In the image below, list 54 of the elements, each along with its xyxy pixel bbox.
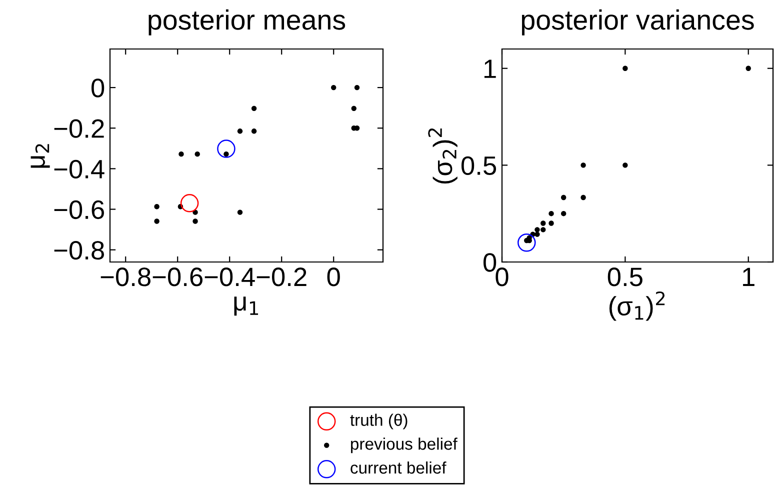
- point: [237, 128, 243, 134]
- point: [331, 84, 336, 90]
- point: [154, 218, 160, 224]
- x-tick-label: −0.6: [152, 268, 202, 286]
- point: [580, 194, 586, 200]
- point: [534, 232, 540, 237]
- point: [548, 210, 554, 216]
- point: [540, 227, 546, 232]
- x-tick-label: −0.4: [204, 268, 255, 286]
- point: [560, 210, 566, 216]
- y-tick-label: −0.4: [54, 160, 104, 179]
- point: [224, 151, 229, 157]
- point: [237, 210, 243, 215]
- chart-title: posterior variances: [522, 9, 754, 36]
- x-tick-label: −0.2: [256, 268, 306, 286]
- y-tick-label: 0.5: [461, 156, 496, 176]
- point: [746, 66, 751, 71]
- x-axis-title: (σ$_{1}$)$^{2}$: [609, 291, 665, 321]
- legend-label: truth (θ): [350, 414, 408, 430]
- y-tick-label: 1: [484, 60, 496, 78]
- point: [354, 84, 360, 90]
- point: [217, 140, 236, 158]
- point: [180, 194, 199, 212]
- y-tick-label: −0.8: [54, 240, 104, 260]
- x-tick-label: 0: [327, 268, 340, 286]
- point: [178, 151, 184, 157]
- y-tick-label: −0.2: [54, 119, 104, 138]
- point: [251, 106, 257, 112]
- y-axis-title: μ$_{2}$: [30, 144, 50, 168]
- point: [154, 204, 160, 210]
- legend-label: previous belief: [351, 438, 458, 454]
- x-tick-label: −0.8: [100, 268, 150, 286]
- point: [548, 220, 554, 226]
- point: [251, 128, 257, 134]
- legend-label: current belief: [350, 461, 446, 474]
- y-tick-label: 0: [91, 78, 104, 98]
- x-tick-label: 1: [743, 268, 754, 286]
- point: [518, 234, 536, 252]
- y-axis-title: (σ$_{2}$)$^{2}$: [428, 128, 458, 184]
- y-tick-label: 0: [483, 253, 496, 272]
- x-axis-title: μ$_{1}$: [234, 296, 258, 316]
- point: [560, 194, 566, 200]
- point: [540, 220, 546, 226]
- x-tick-label: 0.5: [608, 268, 642, 286]
- point: [534, 227, 540, 232]
- point: [622, 162, 628, 168]
- point: [580, 162, 586, 168]
- point: [192, 218, 198, 224]
- point: [622, 66, 628, 71]
- chart-title: posterior means: [148, 9, 346, 36]
- y-tick-label: −0.6: [54, 200, 104, 220]
- x-tick-label: 0: [496, 268, 508, 286]
- point: [351, 106, 356, 112]
- point: [194, 151, 200, 157]
